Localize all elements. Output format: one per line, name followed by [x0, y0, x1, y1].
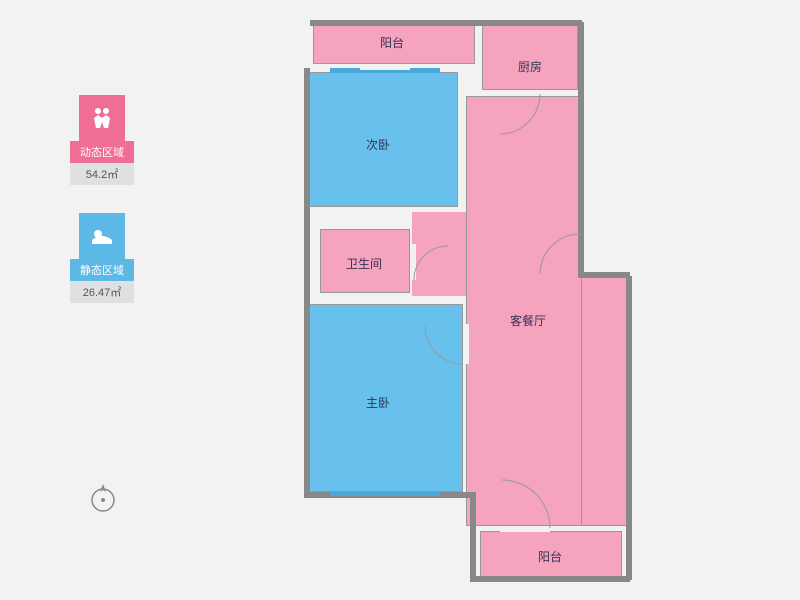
- legend-static-label: 静态区域: [70, 259, 134, 281]
- wall-outer-left: [304, 68, 310, 496]
- door-bedroom1: [463, 324, 469, 364]
- room-corridor: [412, 212, 472, 296]
- wall-outer-bottom-step: [470, 492, 476, 580]
- door-balcony-top: [360, 64, 410, 70]
- legend-dynamic: 动态区域 54.2㎡: [70, 95, 134, 185]
- room-living: [466, 96, 582, 526]
- compass-icon: [86, 480, 120, 514]
- door-bedroom2: [458, 164, 466, 202]
- label-balcony-bottom: 阳台: [538, 548, 562, 565]
- room-living-ext: [582, 276, 628, 526]
- label-living: 客餐厅: [510, 312, 546, 329]
- people-icon: [79, 95, 125, 141]
- legend-static: 静态区域 26.47㎡: [70, 213, 134, 303]
- label-bathroom: 卫生间: [346, 255, 382, 272]
- door-balcony-bottom: [500, 526, 550, 532]
- wall-outer-right-lower: [626, 276, 632, 580]
- legend-static-value: 26.47㎡: [70, 281, 134, 303]
- room-kitchen: [482, 24, 578, 90]
- label-bedroom1: 主卧: [366, 394, 390, 411]
- door-bathroom: [410, 244, 416, 280]
- label-balcony-top: 阳台: [380, 34, 404, 51]
- legend-dynamic-label: 动态区域: [70, 141, 134, 163]
- wall-outer-bottom: [470, 576, 630, 582]
- wall-outer-step: [578, 272, 630, 278]
- floorplan: 阳台 厨房 次卧 卫生间 客餐厅 主卧 阳台: [300, 14, 720, 582]
- label-kitchen: 厨房: [518, 58, 542, 75]
- door-kitchen: [500, 90, 540, 96]
- legend-panel: 动态区域 54.2㎡ 静态区域 26.47㎡: [70, 95, 134, 303]
- window-bedroom1-bottom: [330, 491, 440, 496]
- legend-dynamic-value: 54.2㎡: [70, 163, 134, 185]
- sleep-icon: [79, 213, 125, 259]
- wall-outer-top: [310, 20, 582, 26]
- label-bedroom2: 次卧: [366, 136, 390, 153]
- wall-outer-right-upper: [578, 22, 584, 278]
